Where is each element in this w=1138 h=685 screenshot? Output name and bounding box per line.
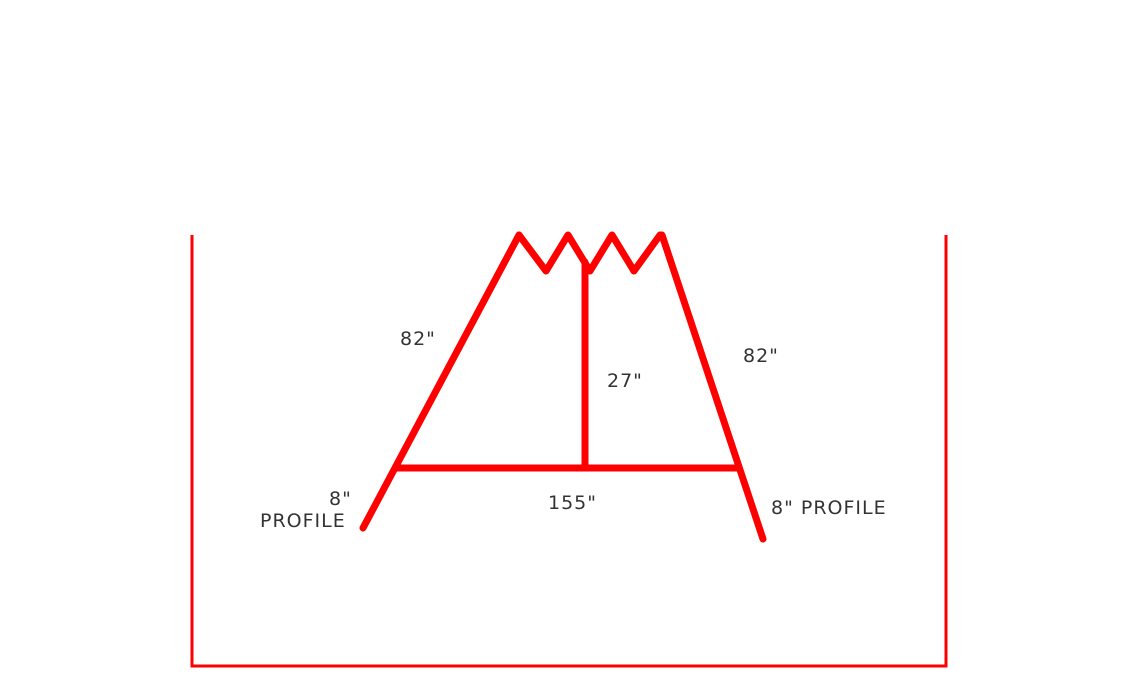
bottom-chord-length-label: 155"	[548, 492, 597, 514]
break-line-zigzag	[515, 231, 664, 275]
frame-outline	[190, 235, 948, 668]
left-overhang-profile-label: PROFILE	[260, 510, 346, 532]
left-rafter	[359, 231, 523, 532]
left-overhang-size-label: 8"	[329, 488, 352, 510]
right-overhang-profile-label: 8" PROFILE	[771, 497, 887, 519]
left-rafter-length-label: 82"	[400, 328, 436, 350]
right-rafter-length-label: 82"	[743, 345, 779, 367]
right-rafter	[658, 231, 767, 543]
king-post-length-label: 27"	[607, 370, 643, 392]
